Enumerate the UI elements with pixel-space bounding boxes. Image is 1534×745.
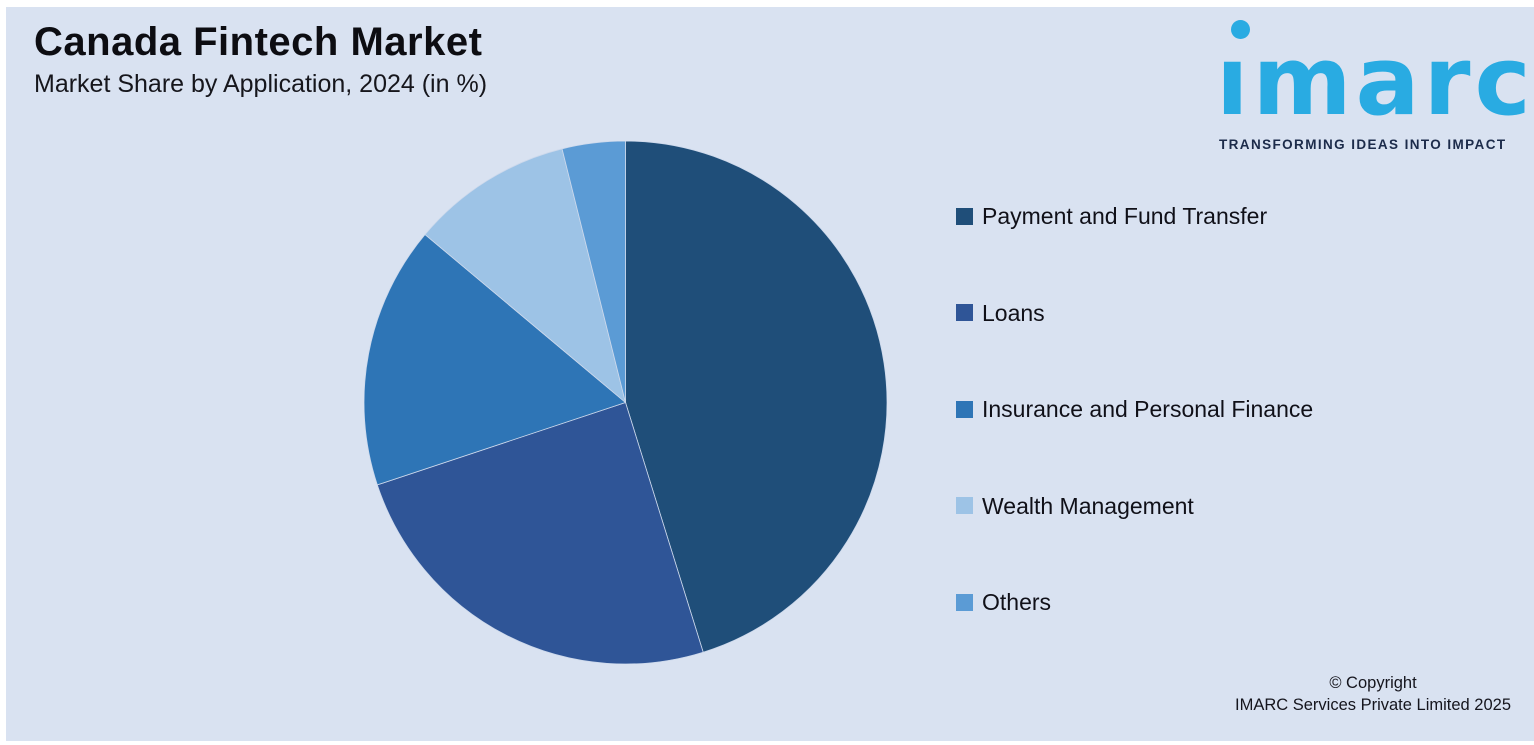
page-title: Canada Fintech Market — [34, 20, 483, 64]
legend-label-insurance: Insurance and Personal Finance — [982, 396, 1314, 422]
legend-item: Loans — [956, 300, 1313, 326]
pie-slice-3 — [424, 148, 627, 404]
imarc-logo-tagline: TRANSFORMING IDEAS INTO IMPACT — [1219, 137, 1507, 152]
pie-slice-2 — [363, 233, 627, 486]
imarc-logo-wordmark: ımarc — [1216, 27, 1534, 137]
imarc-logo-dot-icon — [1231, 20, 1250, 39]
legend-label-payment: Payment and Fund Transfer — [982, 203, 1268, 229]
legend-item: Insurance and Personal Finance — [956, 396, 1313, 422]
pie-slice-1 — [376, 401, 704, 665]
pie-slice-0 — [625, 140, 888, 653]
imarc-logo: ımarc TRANSFORMING IDEAS INTO IMPACT — [1216, 10, 1534, 152]
legend-label-loans: Loans — [982, 299, 1045, 326]
chart-legend: Payment and Fund Transfer Loans Insuranc… — [956, 203, 1313, 615]
legend-label-wealth: Wealth Management — [982, 492, 1194, 519]
pie-chart — [363, 140, 888, 665]
legend-item: Wealth Management — [956, 493, 1313, 519]
legend-item: Others — [956, 589, 1313, 615]
legend-swatch-insurance — [956, 400, 973, 418]
legend-label-others: Others — [982, 589, 1052, 615]
copyright-line1: © Copyright — [1329, 674, 1417, 692]
legend-item: Payment and Fund Transfer — [956, 203, 1313, 229]
pie-chart-svg — [363, 140, 888, 665]
legend-swatch-payment — [956, 207, 973, 225]
copyright: © Copyright IMARC Services Private Limit… — [1223, 672, 1523, 716]
copyright-line2: IMARC Services Private Limited 2025 — [1234, 696, 1512, 714]
legend-swatch-others — [956, 593, 973, 611]
pie-slice-4 — [561, 140, 626, 403]
legend-swatch-loans — [956, 304, 973, 321]
chart-subtitle: Market Share by Application, 2024 (in %) — [34, 70, 488, 98]
legend-swatch-wealth — [956, 497, 973, 514]
